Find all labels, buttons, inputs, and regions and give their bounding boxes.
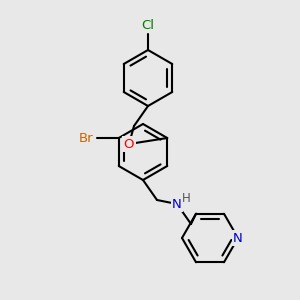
Text: N: N [233, 232, 243, 244]
Text: H: H [182, 191, 190, 205]
Text: N: N [172, 197, 182, 211]
Text: Cl: Cl [142, 19, 154, 32]
Text: O: O [124, 137, 134, 151]
Text: Br: Br [79, 131, 94, 145]
